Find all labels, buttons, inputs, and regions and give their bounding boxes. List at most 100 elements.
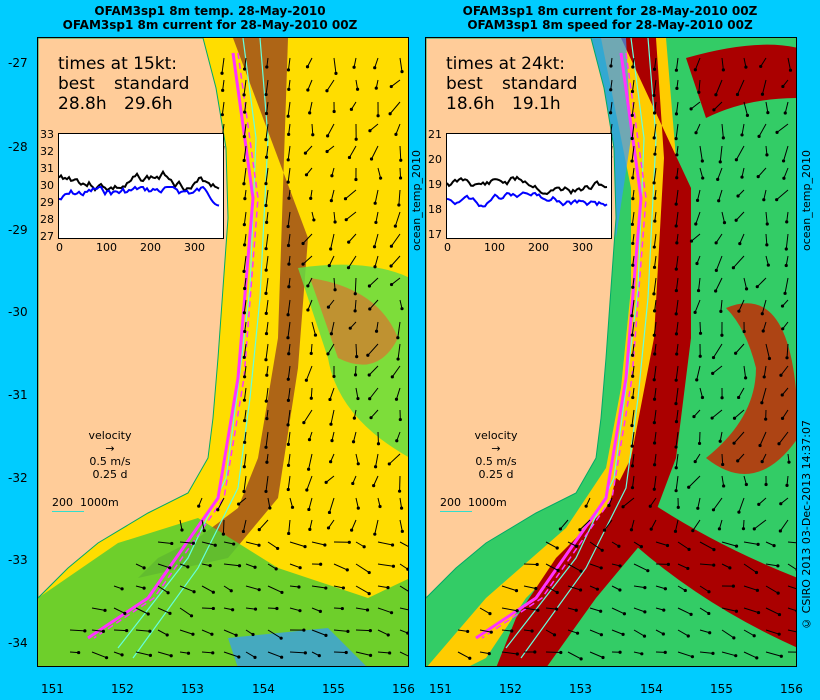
velocity-arrow-head: [333, 288, 337, 292]
velocity-arrow-head: [329, 332, 334, 336]
velocity-arrow-head: [352, 65, 356, 69]
velocity-arrow: [91, 629, 104, 632]
velocity-arrow-head: [555, 546, 559, 550]
inset-ytick: 32: [40, 145, 54, 158]
velocity-arrow-head: [243, 440, 247, 444]
velocity-arrow: [776, 123, 789, 133]
inset-ytick: 19: [428, 178, 442, 191]
velocity-arrow-head: [376, 114, 380, 118]
velocity-arrow-head: [406, 631, 408, 635]
right-map-panel: [425, 37, 797, 667]
velocity-arrow-head: [237, 655, 241, 659]
velocity-arrow-head: [693, 310, 697, 314]
velocity-arrow-head: [640, 652, 644, 656]
velocity-arrow-head: [120, 587, 124, 591]
velocity-arrow-head: [691, 529, 695, 533]
velocity-arrow-head: [362, 545, 366, 549]
velocity-arrow: [786, 343, 789, 358]
velocity-arrow-head: [305, 65, 310, 69]
velocity-arrow: [604, 519, 613, 531]
velocity-arrow-head: [306, 467, 311, 471]
velocity-arrow-head: [689, 239, 694, 243]
velocity-arrow-head: [369, 157, 374, 161]
velocity-arrow-head: [351, 440, 356, 444]
velocity-arrow: [743, 541, 759, 545]
velocity-arrow-head: [515, 652, 519, 656]
velocity-arrow-head: [264, 203, 268, 208]
velocity-arrow: [782, 409, 789, 419]
velocity-arrow-head: [368, 653, 373, 657]
left-depth-legend: 200 1000m: [52, 496, 119, 512]
velocity-legend-speed: 0.5 m/s: [89, 455, 131, 468]
velocity-arrow-head: [356, 396, 360, 401]
velocity-arrow-head: [125, 628, 129, 633]
velocity-arrow-head: [287, 352, 291, 356]
velocity-arrow: [311, 541, 325, 546]
velocity-arrow-head: [674, 267, 678, 271]
velocity-arrow-head: [772, 544, 776, 548]
velocity-arrow: [567, 651, 582, 660]
velocity-arrow-head: [578, 528, 582, 532]
velocity-arrow-head: [202, 529, 206, 533]
velocity-arrow-head: [264, 111, 269, 116]
velocity-arrow-head: [391, 564, 396, 568]
inset-ytick: 30: [40, 179, 54, 192]
velocity-arrow: [695, 211, 701, 225]
velocity-legend-arrow: →: [105, 442, 115, 455]
velocity-arrow-head: [630, 113, 634, 117]
velocity-arrow-head: [344, 650, 348, 655]
velocity-arrow: [245, 541, 260, 546]
velocity-arrow-head: [674, 332, 679, 336]
velocity-arrow: [688, 475, 701, 488]
velocity-arrow: [739, 233, 745, 244]
velocity-arrow: [377, 651, 390, 654]
velocity-arrow-head: [373, 532, 377, 536]
velocity-arrow-head: [303, 651, 307, 655]
velocity-arrow-head: [734, 654, 738, 658]
velocity-arrow: [631, 299, 635, 316]
velocity-arrow: [266, 145, 269, 158]
velocity-arrow: [631, 321, 635, 336]
lon-tick: 154: [640, 682, 663, 696]
velocity-arrow: [784, 101, 789, 114]
velocity-arrow: [699, 321, 702, 334]
velocity-arrow-head: [276, 546, 280, 551]
velocity-arrow-head: [234, 633, 238, 637]
velocity-arrow-head: [721, 136, 725, 140]
velocity-arrow-head: [775, 198, 779, 202]
velocity-arrow-head: [264, 291, 268, 295]
velocity-arrow-head: [652, 397, 657, 401]
velocity-arrow: [721, 211, 725, 223]
depth-contour-1000: [520, 38, 657, 659]
velocity-arrow-head: [306, 284, 310, 288]
velocity-arrow-head: [264, 268, 268, 272]
velocity-arrow-head: [264, 489, 268, 494]
velocity-arrow-head: [630, 159, 634, 163]
velocity-arrow-head: [653, 219, 657, 223]
depth-legend-line: [440, 511, 472, 512]
velocity-arrow: [545, 607, 557, 610]
velocity-arrow-head: [390, 375, 394, 379]
velocity-arrow-head: [324, 480, 328, 484]
velocity-arrow: [738, 387, 745, 398]
velocity-arrow-head: [301, 262, 305, 266]
velocity-arrow-head: [303, 151, 308, 155]
velocity-arrow-head: [236, 502, 241, 506]
velocity-arrow: [351, 519, 357, 531]
depth-legend-line: [52, 511, 84, 512]
velocity-arrow-head: [759, 64, 763, 69]
velocity-arrow-head: [717, 199, 721, 203]
velocity-arrow: [611, 629, 624, 635]
velocity-arrow: [333, 211, 336, 223]
velocity-arrow-head: [395, 439, 399, 443]
velocity-arrow-head: [621, 505, 625, 509]
velocity-arrow-head: [229, 589, 233, 593]
velocity-arrow-head: [389, 282, 394, 287]
velocity-arrow-head: [302, 628, 306, 632]
velocity-arrow: [201, 541, 216, 546]
velocity-arrow-head: [373, 265, 377, 269]
velocity-arrow-head: [630, 333, 634, 337]
velocity-arrow: [377, 607, 392, 614]
velocity-arrow: [761, 299, 767, 314]
velocity-arrow-head: [347, 155, 352, 160]
